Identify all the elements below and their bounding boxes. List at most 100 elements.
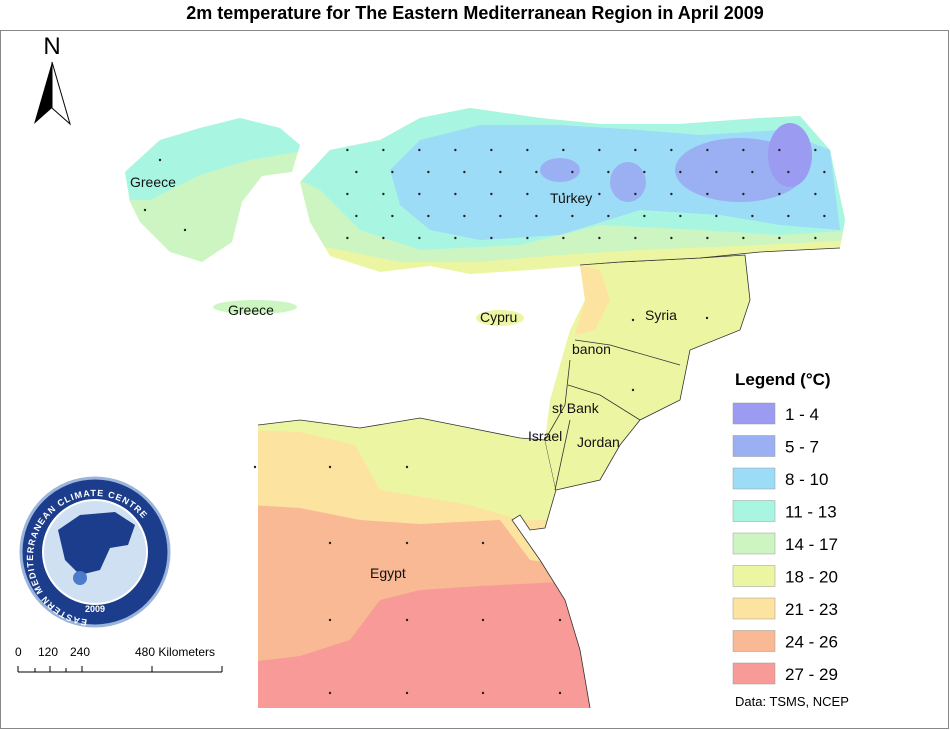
grid-point	[634, 148, 637, 152]
legend-label: 1 - 4	[785, 405, 819, 424]
grid-point	[670, 148, 673, 152]
grid-point	[391, 170, 394, 174]
legend-swatch	[732, 467, 776, 490]
zone	[476, 310, 524, 326]
zone	[213, 300, 297, 314]
legend-label: 24 - 26	[785, 633, 838, 652]
legend-swatch	[732, 402, 776, 425]
grid-point	[382, 236, 385, 240]
legend-label: 11 - 13	[785, 503, 837, 522]
place-label: Greece	[228, 302, 274, 318]
grid-point	[490, 236, 493, 240]
grid-point	[346, 236, 349, 240]
grid-point	[526, 192, 529, 196]
zone	[540, 158, 580, 182]
grid-point	[526, 148, 529, 152]
data-source: Data: TSMS, NCEP	[735, 694, 849, 709]
grid-point	[670, 192, 673, 196]
grid-point	[778, 192, 781, 196]
zone	[610, 162, 646, 202]
grid-point	[742, 236, 745, 240]
grid-point	[499, 170, 502, 174]
grid-point	[328, 691, 332, 695]
grid-point	[183, 228, 187, 232]
frame	[0, 30, 949, 729]
grid-point	[670, 236, 673, 240]
place-label: st Bank	[552, 400, 600, 416]
grid-point	[715, 170, 718, 174]
grid-point	[631, 388, 635, 392]
legend-swatch	[732, 597, 776, 620]
grid-point	[706, 148, 709, 152]
grid-point	[643, 214, 646, 218]
grid-point	[823, 214, 826, 218]
legend: 1 - 4 5 - 7 8 - 10 11 - 13 14 - 17 18 - 20 21 …	[732, 402, 838, 685]
grid-point	[328, 465, 332, 469]
legend-label: 18 - 20	[785, 568, 838, 587]
north-arrow	[51, 61, 71, 126]
legend-title: Legend (°C)	[735, 370, 831, 389]
grid-point	[355, 170, 358, 174]
place-label: Cypru	[480, 309, 517, 325]
grid-point	[643, 170, 646, 174]
place-label: Jordan	[577, 434, 620, 450]
title: 2m temperature for The Eastern Mediterra…	[186, 3, 764, 23]
legend-swatch	[732, 630, 776, 652]
north-label: N	[43, 33, 60, 60]
grid-point	[463, 170, 466, 174]
grid-point	[679, 214, 682, 218]
grid-point	[143, 208, 147, 212]
grid-point	[382, 192, 385, 196]
grid-point	[558, 618, 562, 622]
grid-point	[598, 236, 601, 240]
place-label: Egypt	[370, 565, 406, 581]
zone	[768, 123, 812, 187]
legend-swatch	[732, 435, 776, 457]
grid-point	[705, 316, 709, 320]
grid-point	[382, 148, 385, 152]
grid-point	[346, 192, 349, 196]
grid-point	[328, 541, 332, 545]
place-label: Turkey	[550, 190, 592, 206]
grid-point	[742, 148, 745, 152]
grid-point	[535, 214, 538, 218]
grid-point	[715, 214, 718, 218]
zone	[545, 255, 750, 490]
place-label: Israel	[528, 428, 562, 444]
grid-point	[634, 236, 637, 240]
grid-point	[405, 618, 409, 622]
grid-point	[499, 214, 502, 218]
grid-point	[418, 192, 421, 196]
legend-label: 8 - 10	[785, 470, 828, 489]
logo-year: 2009	[85, 604, 105, 614]
grid-point	[787, 170, 790, 174]
legend-label: 14 - 17	[785, 535, 838, 554]
grid-point	[598, 148, 601, 152]
grid-point	[454, 192, 457, 196]
zone	[575, 265, 610, 335]
grid-point	[328, 618, 332, 622]
logo: EASTERN MEDITERRANEAN CLIMATE CENTRE 200…	[19, 476, 171, 628]
grid-point	[418, 148, 421, 152]
grid-point	[418, 236, 421, 240]
grid-point	[158, 158, 162, 162]
grid-point	[405, 541, 409, 545]
grid-point	[535, 170, 538, 174]
legend-swatch	[732, 565, 776, 587]
legend-swatch	[732, 532, 776, 555]
grid-point	[526, 236, 529, 240]
scale-label: 480 Kilometers	[135, 645, 215, 659]
grid-point	[253, 465, 257, 469]
scale-label: 240	[70, 645, 90, 659]
grid-point	[346, 148, 349, 152]
grid-point	[598, 192, 601, 196]
grid-point	[427, 170, 430, 174]
grid-point	[778, 236, 781, 240]
grid-point	[607, 170, 610, 174]
place-label: Syria	[645, 307, 677, 323]
grid-point	[742, 192, 745, 196]
turkey-field	[300, 108, 845, 274]
coast	[257, 417, 591, 709]
zone	[258, 578, 590, 708]
